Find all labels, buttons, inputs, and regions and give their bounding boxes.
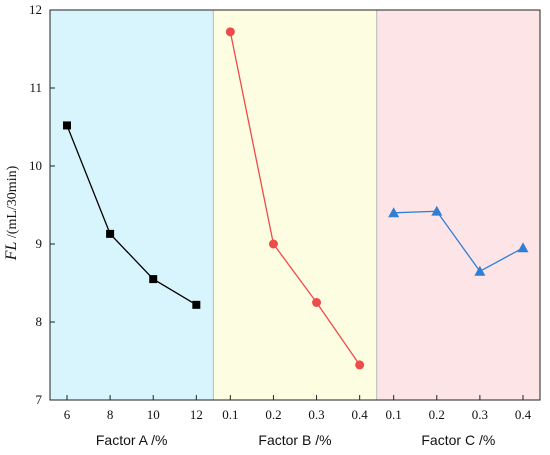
x-axis-label: Factor A /%	[96, 432, 168, 448]
panel-backgrounds	[50, 10, 540, 400]
x-tick-label: 0.4	[352, 407, 369, 422]
x-axis: 6 8 10 12 Factor A /% 0.1 0.2 0.3 0.4 Factor B /%…	[64, 395, 532, 448]
panel-background	[376, 10, 540, 400]
x-tick-label: 6	[64, 407, 71, 422]
x-tick-label: 8	[107, 407, 114, 422]
x-tick-label: 0.2	[429, 407, 445, 422]
y-axis: 7 8 9 10 11 12	[29, 2, 55, 407]
y-axis-label-symbol: FL	[3, 241, 20, 261]
data-point	[355, 360, 365, 370]
x-axis-label: Factor B /%	[258, 432, 331, 448]
panel-background	[213, 10, 377, 400]
data-point	[225, 27, 235, 37]
x-tick-label: 12	[190, 407, 203, 422]
x-axis-label: Factor C /%	[421, 432, 495, 448]
y-tick-label: 11	[29, 80, 42, 95]
data-point	[388, 207, 400, 218]
x-tick-label: 0.2	[265, 407, 281, 422]
y-tick-label: 8	[36, 314, 43, 329]
data-point	[149, 275, 158, 284]
series-line	[229, 31, 361, 366]
data-point	[474, 265, 486, 276]
x-tick-label: 10	[147, 407, 160, 422]
data-point	[312, 298, 322, 307]
y-tick-label: 12	[29, 2, 42, 17]
x-tick-label: 0.3	[472, 407, 488, 422]
y-tick-label: 7	[36, 392, 43, 407]
x-tick-label: 0.3	[308, 407, 324, 422]
data-point	[268, 239, 278, 249]
plot-frame	[49, 9, 541, 401]
data-point	[431, 205, 443, 216]
x-tick-label: 0.4	[515, 407, 532, 422]
series-group	[63, 27, 529, 370]
data-point	[517, 242, 529, 253]
y-tick-label: 9	[36, 236, 43, 251]
panel-background	[50, 10, 214, 400]
panel-dividers	[212, 10, 378, 400]
y-tick-label: 10	[29, 158, 42, 173]
data-point	[192, 300, 201, 309]
y-axis-label: FL /(mL/30min)	[3, 165, 20, 261]
series-line	[66, 125, 197, 306]
data-point	[106, 229, 115, 238]
x-tick-label: 0.1	[222, 407, 238, 422]
x-tick-label: 0.1	[386, 407, 402, 422]
y-axis-label-unit: /(mL/30min)	[5, 165, 20, 241]
series-line	[393, 210, 524, 273]
data-point	[63, 121, 71, 130]
